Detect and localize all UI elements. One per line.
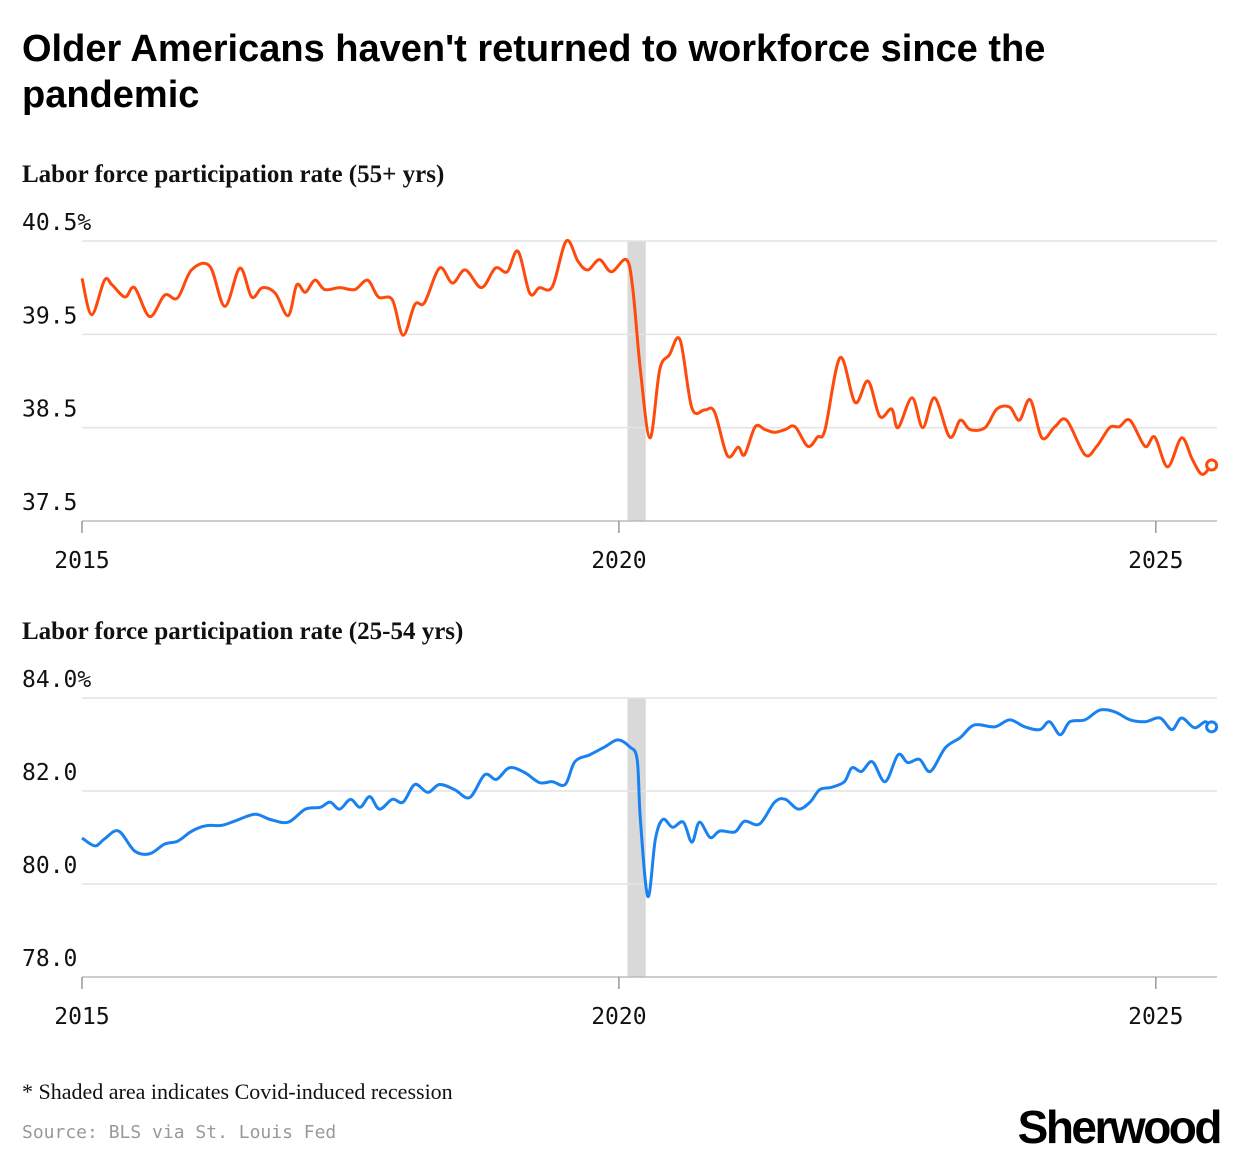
y-tick-label: 82.0 (22, 760, 77, 786)
recession-shade (627, 698, 646, 977)
source: Source: BLS via St. Louis Fed (22, 1122, 336, 1143)
logo: Sherwood (1018, 1101, 1221, 1153)
x-tick-label: 2020 (591, 1004, 646, 1030)
chart-subtitle: Labor force participation rate (55+ yrs) (22, 161, 444, 188)
x-tick-label: 2015 (54, 1004, 109, 1030)
data-line (80, 238, 1213, 476)
data-line (81, 708, 1213, 899)
end-marker (1205, 720, 1219, 734)
y-tick-label: 38.5 (22, 397, 77, 423)
x-tick-label: 2025 (1128, 1004, 1183, 1030)
x-tick-label: 2020 (591, 548, 646, 574)
recession-shade (627, 241, 646, 521)
end-marker (1205, 458, 1219, 472)
chart-subtitle: Labor force participation rate (25-54 yr… (22, 618, 463, 645)
y-tick-label: 78.0 (22, 946, 77, 972)
x-tick-label: 2025 (1128, 548, 1183, 574)
y-tick-label: 37.5 (22, 490, 77, 516)
footnote: * Shaded area indicates Covid-induced re… (22, 1079, 453, 1104)
y-tick-label: 39.5 (22, 303, 77, 329)
chart-title: Older Americans haven't returned to work… (22, 28, 1045, 116)
y-tick-label: 80.0 (22, 853, 77, 879)
y-tick-label: 40.5% (22, 210, 91, 236)
y-tick-label: 84.0% (22, 667, 91, 693)
x-tick-label: 2015 (54, 548, 109, 574)
